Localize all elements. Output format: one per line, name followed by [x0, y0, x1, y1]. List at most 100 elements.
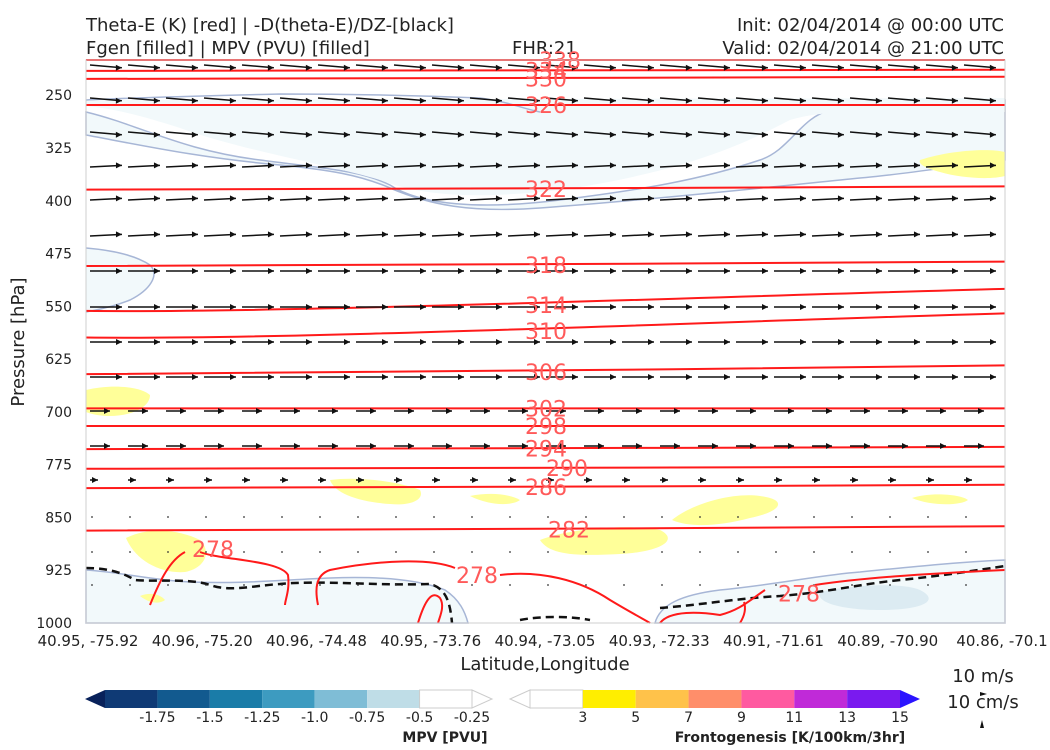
colorbar-segment: [157, 690, 210, 708]
wind-vector-head: [826, 408, 832, 414]
wind-vector-head: [306, 268, 312, 274]
fgen-fill-5: [672, 495, 779, 526]
wind-vector-dot: [357, 516, 359, 518]
wind-vector-head: [978, 408, 984, 414]
wind-vector-dot: [547, 551, 549, 553]
wind-vector-head: [876, 304, 882, 310]
stability-contour-2: [659, 564, 1006, 610]
theta-e-contour-line: [85, 483, 1006, 490]
wind-vector-head: [647, 162, 654, 169]
wind-vector-head: [153, 131, 160, 138]
wind-vector-head: [572, 304, 578, 310]
wind-vector-head: [799, 64, 806, 71]
wind-vector-head: [700, 477, 706, 483]
wind-vector-head: [229, 162, 236, 169]
wind-vector-head: [294, 408, 300, 414]
wind-vector-dot: [889, 516, 891, 518]
y-tick-label: 325: [45, 141, 72, 157]
wind-vector-dot: [433, 551, 435, 553]
wind-vector-head: [434, 477, 440, 483]
plot-border: [85, 59, 1006, 624]
wind-vector-head: [358, 477, 364, 483]
x-axis-ticks: 40.95, -75.92 40.96, -75.20 40.96, -74.48 4…: [38, 632, 1048, 650]
colorbar-segment: [367, 690, 420, 708]
wind-vector-head: [610, 374, 616, 380]
wind-vector-head: [496, 339, 502, 345]
wind-vector-head: [229, 195, 236, 202]
colorbar-segment: [419, 689, 473, 709]
wind-vector-dot: [319, 516, 321, 518]
theta-e-contour-line: [85, 260, 1006, 268]
wind-vector-head: [762, 304, 768, 310]
wind-vector-head: [382, 374, 388, 380]
wind-vector-head: [852, 477, 858, 483]
wind-vector-head: [344, 374, 350, 380]
wind-vector-head: [723, 231, 730, 238]
wind-vector-dot: [319, 584, 321, 586]
wind-vector-dot: [851, 584, 853, 586]
wind-vector-dot: [433, 516, 435, 518]
wind-vector-head: [115, 162, 122, 169]
colorbar-segment: [582, 690, 636, 708]
wind-vector-head: [914, 339, 920, 345]
wind-vector-head: [723, 97, 730, 104]
y-axis-label: Pressure [hPa]: [8, 277, 29, 406]
wind-vector-dot: [661, 551, 663, 553]
wind-vector-head: [343, 231, 350, 238]
colorbar-tick-label: -0.5: [406, 710, 433, 726]
wind-vector-head: [723, 162, 730, 169]
wind-vector-head: [913, 162, 920, 169]
wind-vector-head: [940, 408, 946, 414]
wind-vector-dot: [623, 516, 625, 518]
wind-vector-head: [914, 374, 920, 380]
wind-vector-head: [914, 268, 920, 274]
wind-vector-head: [571, 97, 578, 104]
colorbar-segment: [314, 690, 368, 708]
wind-vector-head: [419, 231, 426, 238]
wind-vector-head: [230, 339, 236, 345]
wind-vector-dot: [851, 551, 853, 553]
wind-vector-head: [419, 131, 426, 138]
wind-vector-head: [800, 304, 806, 310]
wind-vector-head: [306, 339, 312, 345]
wind-vectors: [89, 64, 996, 586]
wind-vector-dot: [699, 584, 701, 586]
theta-e-contour-line: [85, 185, 1006, 191]
wind-vector-head: [104, 443, 110, 449]
wind-vector-head: [446, 408, 452, 414]
fgen-fill-1: [919, 150, 1005, 179]
wind-vector-head: [560, 443, 566, 449]
wind-vector-head: [648, 268, 654, 274]
wind-vector-head: [609, 97, 616, 104]
wind-vector-dot: [737, 516, 739, 518]
wind-vector-head: [952, 268, 958, 274]
wind-vector-head: [457, 195, 464, 202]
wind-vector-dot: [167, 516, 169, 518]
theta-e-contour-line: [149, 551, 186, 606]
wind-vector-head: [890, 477, 896, 483]
y-tick-label: 925: [45, 563, 72, 579]
wind-vector-head: [244, 477, 250, 483]
wind-vector-head: [762, 339, 768, 345]
wind-vector-head: [762, 374, 768, 380]
wind-vector-head: [230, 268, 236, 274]
theta-e-contour-label: 278: [778, 582, 820, 607]
wind-vector-head: [268, 339, 274, 345]
fgen-fill-6: [912, 494, 968, 505]
wind-vector-dot: [547, 516, 549, 518]
wind-vector-head: [320, 477, 326, 483]
theta-e-contour-line: [85, 525, 1006, 532]
wind-vector-head: [142, 443, 148, 449]
wind-vector-head: [913, 131, 920, 138]
wind-vector-dot: [585, 516, 587, 518]
colorbar-tick-label: 7: [684, 710, 693, 726]
wind-vector-head: [989, 97, 996, 104]
wind-vector-head: [446, 443, 452, 449]
wind-vector-head: [674, 443, 680, 449]
theta-e-contour-label: 286: [525, 476, 567, 501]
theta-e-contours: [85, 58, 1006, 624]
x-tick-label: 40.94, -73.05: [495, 632, 596, 650]
wind-vector-head: [191, 64, 198, 71]
theta-e-contour-label: 314: [525, 294, 567, 319]
wind-vector-head: [647, 131, 654, 138]
